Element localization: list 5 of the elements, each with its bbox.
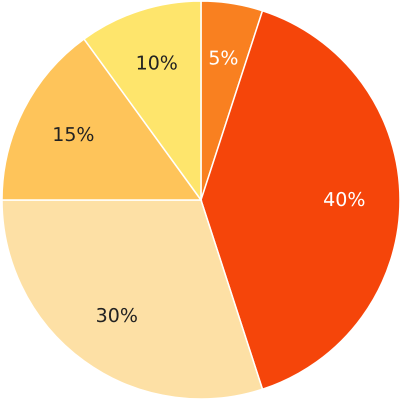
- data-label: 10%: [136, 52, 178, 75]
- data-label: 15%: [52, 124, 94, 146]
- data-label: 5%: [208, 47, 238, 70]
- data-label: 40%: [323, 189, 366, 211]
- data-label: 30%: [96, 304, 138, 327]
